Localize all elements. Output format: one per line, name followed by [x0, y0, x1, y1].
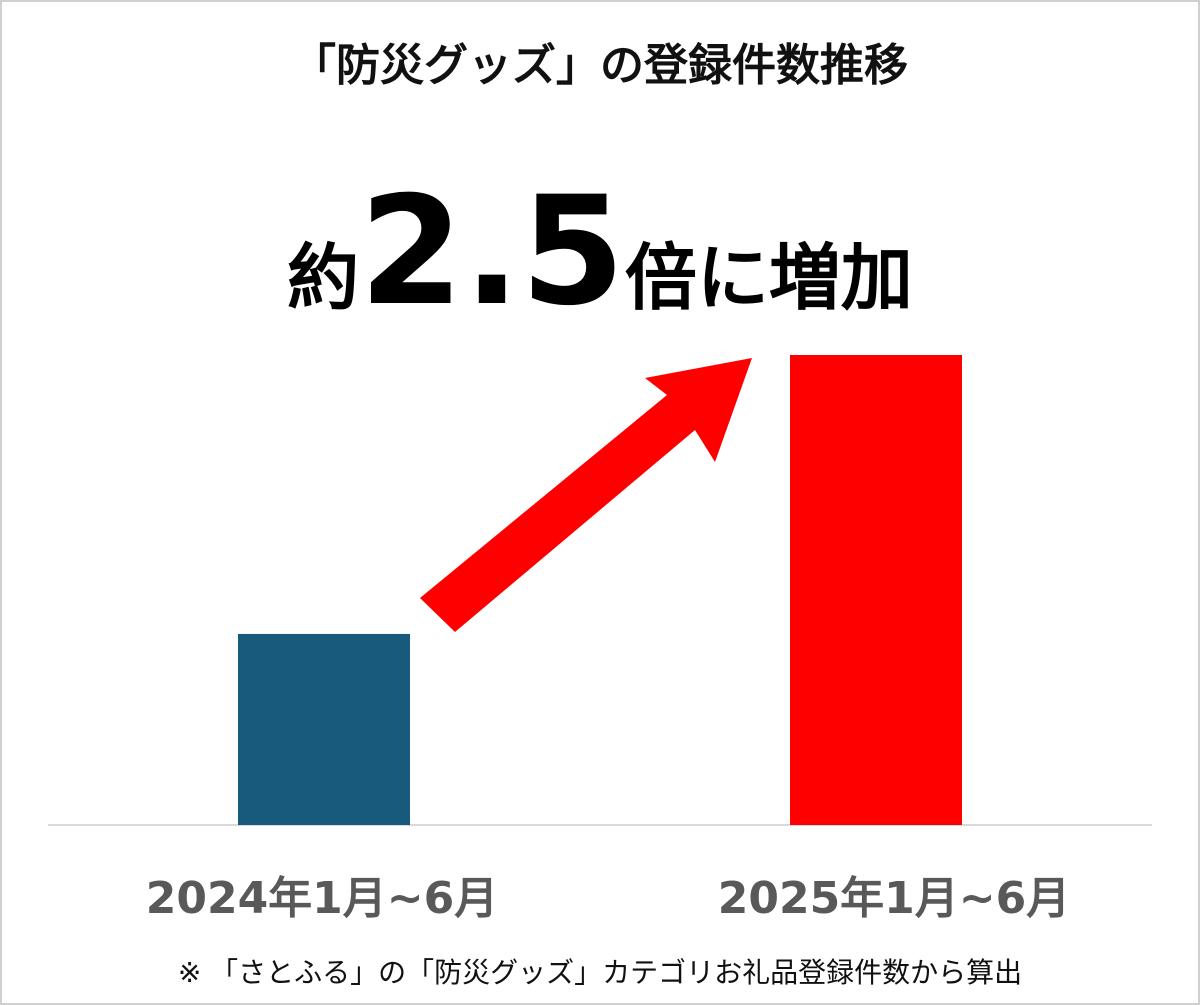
headline: 約2.5倍に増加 [287, 165, 913, 339]
bar [790, 355, 962, 825]
growth-arrow [420, 358, 752, 632]
footnote: ※ 「さとふる」の「防災グッズ」カテゴリお礼品登録件数から算出 [178, 956, 1022, 989]
headline-part: 約 [287, 236, 359, 320]
chart-title: 「防災グッズ」の登録件数推移 [292, 40, 908, 91]
x-tick-label: 2024年1月~6月 [146, 873, 499, 924]
headline-part: 倍に増加 [625, 236, 913, 320]
x-tick-label: 2025年1月~6月 [718, 873, 1071, 924]
bar [238, 633, 410, 825]
headline-number: 2.5 [359, 165, 625, 339]
